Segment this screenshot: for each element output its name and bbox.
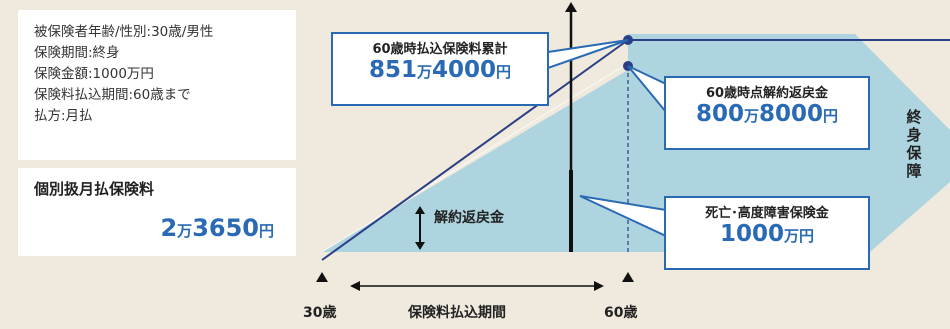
accum-callout-pointer — [547, 39, 629, 70]
death-benefit-callout: 死亡･高度障害保険金 1000万円 — [664, 196, 870, 270]
lifetime-coverage-label: 終 身 保 障 — [904, 108, 924, 180]
end-age-label: 60歳 — [604, 305, 638, 321]
premium-amount-a: 2 — [160, 214, 178, 242]
end-age-marker — [622, 272, 634, 282]
surrender-area-label: 解約返戻金 — [434, 210, 504, 226]
accum-unit-a: 万 — [416, 63, 432, 81]
surrender-arrow-bottom — [415, 242, 425, 250]
policy-info-line: 保険料払込期間:60歳まで — [34, 87, 191, 103]
surrender-unit-b: 円 — [823, 107, 839, 125]
surrender-unit-a: 万 — [743, 107, 759, 125]
premium-unit-a: 万 — [177, 222, 193, 240]
lifetime-char: 終 — [906, 108, 922, 126]
policy-info-line: 保険金額:1000万円 — [34, 66, 154, 82]
death-benefit-amount: 1000万円 — [666, 221, 868, 247]
start-age-label: 30歳 — [303, 305, 337, 321]
lifetime-char: 身 — [906, 126, 922, 144]
start-age-marker — [316, 272, 328, 282]
monthly-premium-amount: 2万3650円 — [160, 214, 274, 242]
period-arrow-left — [350, 281, 360, 291]
premium-amount-b: 3650 — [192, 214, 259, 242]
surrender-amount-a: 800 — [695, 101, 744, 127]
death-unit-a: 万円 — [784, 227, 815, 245]
area-guide-line — [321, 61, 631, 253]
lifetime-char: 障 — [906, 162, 922, 180]
policy-info-box: 被保険者年齢/性別:30歳/男性 保険期間:終身 保険金額:1000万円 保険料… — [18, 10, 296, 160]
surrender-value-amount: 800万8000円 — [666, 101, 868, 127]
period-arrow-right — [594, 281, 604, 291]
policy-info-line: 被保険者年齢/性別:30歳/男性 — [34, 24, 214, 40]
accumulated-premium-label: 60歳時払込保険料累計 — [372, 42, 508, 57]
premium-cumulative-line — [321, 39, 629, 261]
policy-info-line: 保険期間:終身 — [34, 45, 120, 61]
accumulated-premium-callout: 60歳時払込保険料累計 851万4000円 — [331, 32, 549, 106]
vertical-axis-arrowhead — [565, 2, 577, 12]
monthly-premium-title: 個別扱月払保険料 — [34, 180, 155, 198]
death-amount-a: 1000 — [719, 221, 784, 247]
surrender-arrow-top — [415, 206, 425, 214]
surrender-value-callout: 60歳時点解約返戻金 800万8000円 — [664, 76, 870, 150]
accum-amount-a: 851 — [368, 57, 417, 83]
surrender-value-label: 60歳時点解約返戻金 — [705, 86, 829, 101]
lifetime-char: 保 — [906, 144, 922, 162]
accumulated-premium-amount: 851万4000円 — [333, 57, 547, 83]
monthly-premium-box: 個別扱月払保険料 2万3650円 — [18, 168, 296, 256]
premium-unit-b: 円 — [258, 222, 274, 240]
accum-unit-b: 円 — [496, 63, 512, 81]
death-benefit-label: 死亡･高度障害保険金 — [705, 206, 829, 221]
policy-info-line: 払方:月払 — [34, 108, 93, 124]
surrender-amount-b: 8000 — [759, 101, 824, 127]
payment-period-label: 保険料払込期間 — [408, 305, 506, 321]
accum-amount-b: 4000 — [432, 57, 497, 83]
